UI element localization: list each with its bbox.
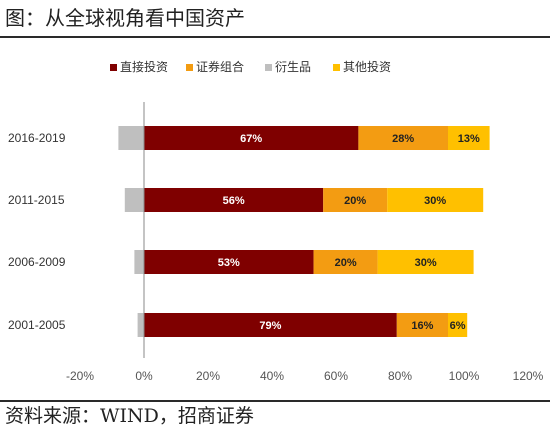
data-label: 67%	[240, 133, 262, 145]
data-label: 20%	[344, 195, 366, 207]
legend-swatch	[265, 64, 272, 71]
legend-label: 其他投资	[343, 59, 391, 74]
data-label: 28%	[392, 133, 414, 145]
bar-segment	[387, 188, 484, 212]
bar-segment	[144, 313, 397, 337]
legend-swatch	[333, 64, 340, 71]
legend-label: 直接投资	[120, 59, 168, 74]
data-label: 56%	[223, 195, 245, 207]
bar-segment	[144, 250, 314, 274]
category-label: 2006-2009	[8, 255, 66, 269]
bar-segment	[124, 188, 144, 212]
x-tick-label: 120%	[513, 369, 544, 383]
bar-segment	[134, 250, 144, 274]
bar-segment	[323, 188, 388, 212]
bar-segment	[144, 188, 324, 212]
x-tick-label: 0%	[135, 369, 153, 383]
x-tick-label: 20%	[196, 369, 220, 383]
bar-segment	[137, 313, 144, 337]
bar-segment	[377, 250, 474, 274]
data-label: 20%	[335, 257, 357, 269]
bar-segment	[358, 126, 448, 150]
source-divider	[0, 400, 550, 402]
bar-segment	[448, 313, 468, 337]
bar-segment	[313, 250, 378, 274]
category-label: 2001-2005	[8, 318, 66, 332]
bar-segment	[144, 126, 359, 150]
data-label: 6%	[450, 320, 466, 332]
title-divider	[0, 36, 550, 38]
data-label: 13%	[458, 133, 480, 145]
x-tick-label: 100%	[449, 369, 480, 383]
bar-segment	[118, 126, 144, 150]
data-label: 79%	[259, 320, 281, 332]
legend-swatch	[110, 64, 117, 71]
legend-swatch	[186, 64, 193, 71]
source-note: 资料来源：WIND，招商证券	[5, 405, 254, 427]
x-tick-label: 40%	[260, 369, 284, 383]
bar-segment	[396, 313, 448, 337]
bar-segment	[448, 126, 490, 150]
category-label: 2011-2015	[8, 193, 65, 207]
legend-label: 衍生品	[275, 60, 311, 74]
legend-label: 证券组合	[196, 59, 244, 74]
stacked-bar-chart: 直接投资 证券组合 衍生品 其他投资 67% 28% 13% 2016-2019 56% 20% 3…	[8, 59, 544, 383]
data-label: 30%	[424, 195, 446, 207]
page-title: 图：从全球视角看中国资产	[5, 6, 245, 30]
category-label: 2016-2019	[8, 131, 66, 145]
data-label: 16%	[411, 320, 433, 332]
data-label: 30%	[415, 257, 437, 269]
x-tick-label: 80%	[388, 369, 412, 383]
data-label: 53%	[218, 257, 240, 269]
x-tick-label: -20%	[66, 369, 94, 383]
x-tick-label: 60%	[324, 369, 348, 383]
